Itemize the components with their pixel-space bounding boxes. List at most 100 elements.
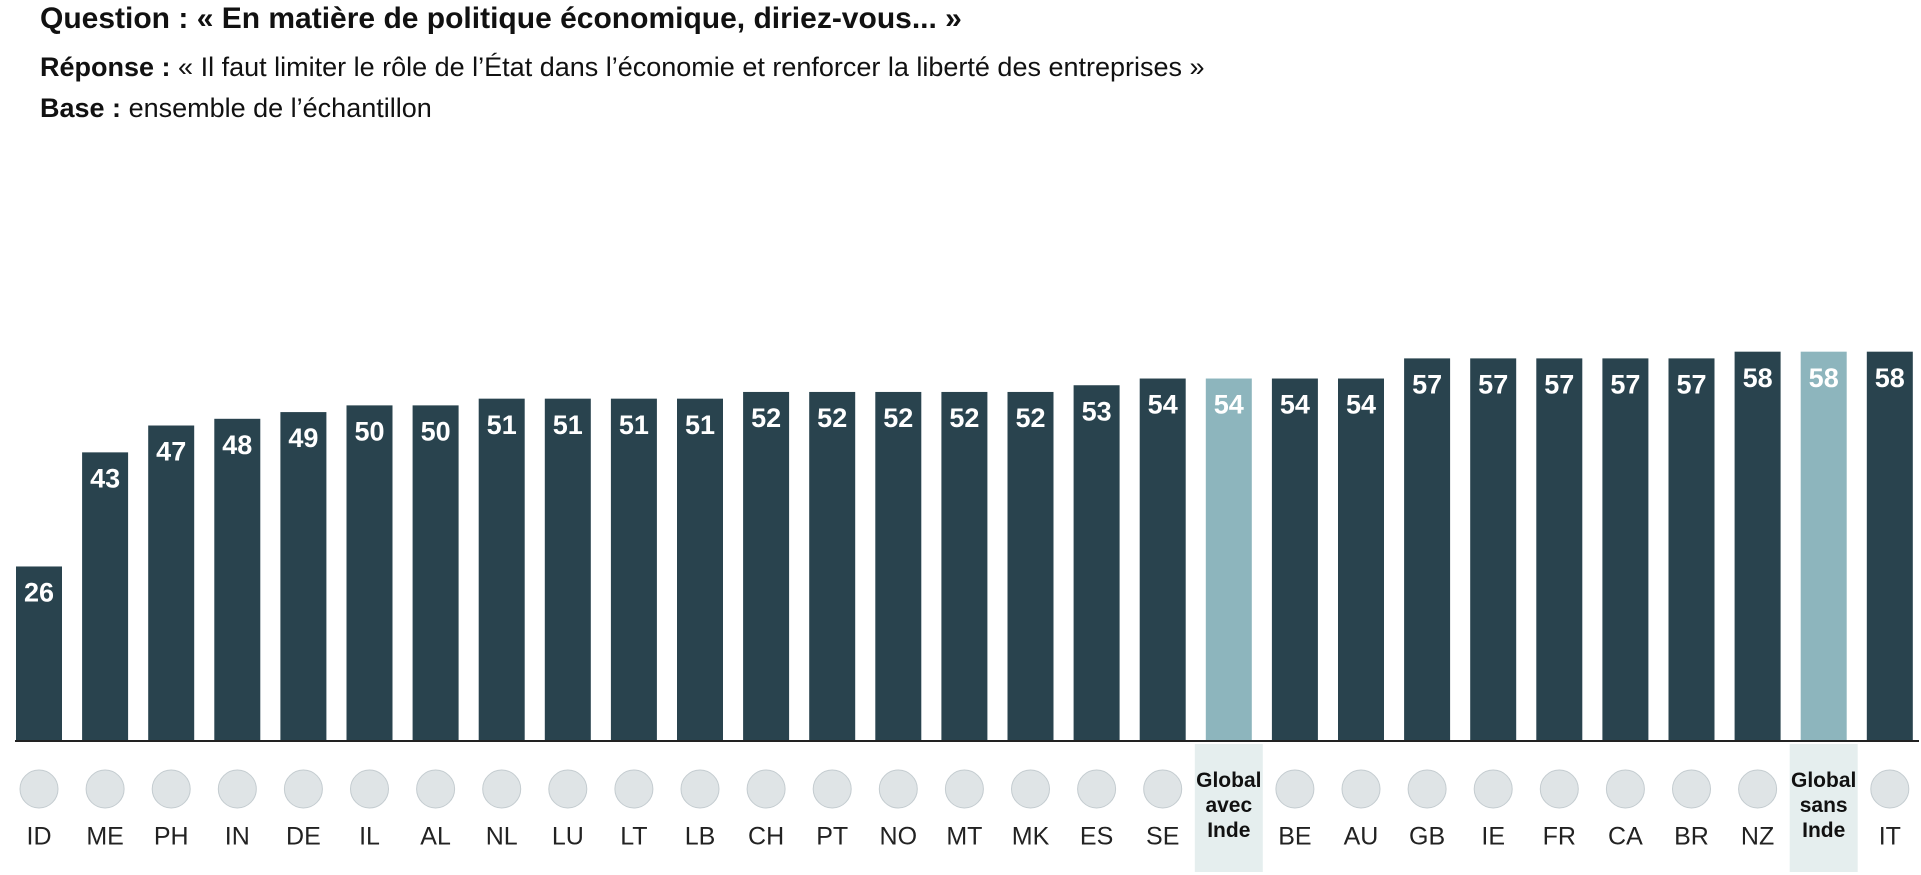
- value-label: 52: [817, 403, 847, 433]
- value-label: 57: [1478, 370, 1508, 400]
- x-tick-label: MK: [1012, 823, 1050, 851]
- x-tick-label: ID: [27, 823, 52, 851]
- value-label: 26: [24, 578, 54, 608]
- flag: [1077, 769, 1117, 809]
- value-label: 57: [1412, 370, 1442, 400]
- bar: [280, 412, 327, 741]
- bar: [1073, 385, 1120, 741]
- value-label: 58: [1875, 363, 1905, 393]
- flag: [878, 769, 918, 809]
- value-label: 54: [1214, 390, 1244, 420]
- response-text: « Il faut limiter le rôle de l’État dans…: [178, 52, 1205, 82]
- value-label: 52: [883, 403, 913, 433]
- x-tick-label: IE: [1481, 823, 1505, 851]
- flag: [482, 769, 522, 809]
- value-label: 51: [487, 410, 517, 440]
- x-tick-label: NZ: [1741, 823, 1774, 851]
- x-tick-label: IT: [1879, 823, 1901, 851]
- flag: [19, 769, 59, 809]
- x-tick-label-line: Global: [1196, 769, 1261, 792]
- x-tick-label: LT: [620, 823, 647, 851]
- bar: [1007, 391, 1054, 741]
- x-tick-label: BR: [1674, 823, 1709, 851]
- base-text: ensemble de l’échantillon: [129, 93, 432, 123]
- bar: [214, 418, 261, 741]
- x-tick-label: FR: [1543, 823, 1576, 851]
- value-label: 52: [1015, 403, 1045, 433]
- flag: [1605, 769, 1645, 809]
- response-label: Réponse :: [40, 52, 171, 82]
- highlight-panel: [1194, 744, 1263, 872]
- flag: [1143, 769, 1183, 809]
- value-label: 43: [90, 463, 120, 493]
- bar: [1602, 358, 1649, 741]
- flag: [1275, 769, 1315, 809]
- bar: [478, 398, 525, 741]
- base: Base : ensemble de l’échantillon: [40, 93, 432, 123]
- x-tick-label: AU: [1344, 823, 1379, 851]
- bar: [1205, 378, 1252, 741]
- bar: [16, 566, 62, 741]
- flag: [416, 769, 456, 809]
- value-label: 58: [1809, 363, 1839, 393]
- bar: [1470, 358, 1517, 741]
- x-tick-label: MT: [946, 823, 982, 851]
- value-label: 57: [1676, 370, 1706, 400]
- value-label: 57: [1544, 370, 1574, 400]
- value-label: 51: [553, 410, 583, 440]
- x-tick-label: IN: [225, 823, 250, 851]
- value-label: 50: [354, 417, 384, 447]
- flag: [217, 769, 257, 809]
- flag: [151, 769, 191, 809]
- x-tick-label: BE: [1278, 823, 1311, 851]
- flag: [1473, 769, 1513, 809]
- value-label: 52: [949, 403, 979, 433]
- flag: [1407, 769, 1447, 809]
- question-text: « En matière de politique économique, di…: [197, 2, 962, 35]
- x-tick-label: Global sans Inde: [1791, 769, 1856, 842]
- bar: [346, 405, 393, 741]
- bar: [677, 398, 723, 741]
- bar: [1536, 358, 1583, 741]
- bar: [610, 398, 657, 741]
- value-label: 54: [1280, 390, 1310, 420]
- bar: [148, 425, 195, 741]
- x-tick-label: PH: [154, 823, 189, 851]
- flag: [350, 769, 389, 809]
- x-tick-label: NL: [486, 823, 518, 851]
- value-label: 48: [222, 430, 252, 460]
- bar: [1734, 351, 1781, 741]
- x-tick-label: PT: [816, 823, 848, 851]
- flag: [1539, 769, 1579, 809]
- bar: [809, 391, 856, 741]
- flag: [812, 769, 852, 809]
- bar: [544, 398, 591, 741]
- value-label: 54: [1346, 390, 1376, 420]
- flag: [1738, 769, 1778, 809]
- x-tick-label-line: Inde: [1802, 819, 1845, 842]
- bar: [743, 391, 790, 741]
- x-tick-label: ES: [1080, 823, 1113, 851]
- response: Réponse : « Il faut limiter le rôle de l…: [40, 52, 1205, 82]
- value-label: 51: [619, 410, 649, 440]
- value-label: 57: [1610, 370, 1640, 400]
- value-label: 51: [685, 410, 715, 440]
- x-tick-label: DE: [286, 823, 321, 851]
- flag: [548, 769, 588, 809]
- x-tick-label-line: sans: [1800, 794, 1848, 817]
- x-tick-label: CH: [748, 823, 784, 851]
- value-label: 52: [751, 403, 781, 433]
- x-tick-label: SE: [1146, 823, 1179, 851]
- value-label: 47: [156, 437, 186, 467]
- x-tick-label: Global avec Inde: [1196, 769, 1261, 842]
- value-label: 54: [1148, 390, 1178, 420]
- bar: [875, 391, 922, 741]
- bar: [82, 452, 129, 741]
- x-tick-label: NO: [880, 823, 918, 851]
- x-tick-label: ME: [86, 823, 124, 851]
- bar: [1668, 358, 1715, 741]
- x-tick-label: IL: [359, 823, 380, 851]
- x-tick-label: LB: [685, 823, 716, 851]
- bar: [1404, 358, 1451, 741]
